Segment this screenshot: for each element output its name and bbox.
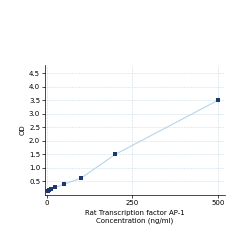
Point — [46, 189, 50, 193]
Point — [45, 190, 49, 194]
Point — [49, 187, 53, 191]
Point — [113, 152, 117, 156]
Point — [216, 98, 220, 102]
X-axis label: Rat Transcription factor AP-1
Concentration (ng/ml): Rat Transcription factor AP-1 Concentrat… — [85, 210, 185, 224]
Point — [79, 176, 83, 180]
Y-axis label: OD: OD — [20, 125, 26, 135]
Point — [47, 188, 51, 192]
Point — [53, 186, 57, 190]
Point — [62, 182, 66, 186]
